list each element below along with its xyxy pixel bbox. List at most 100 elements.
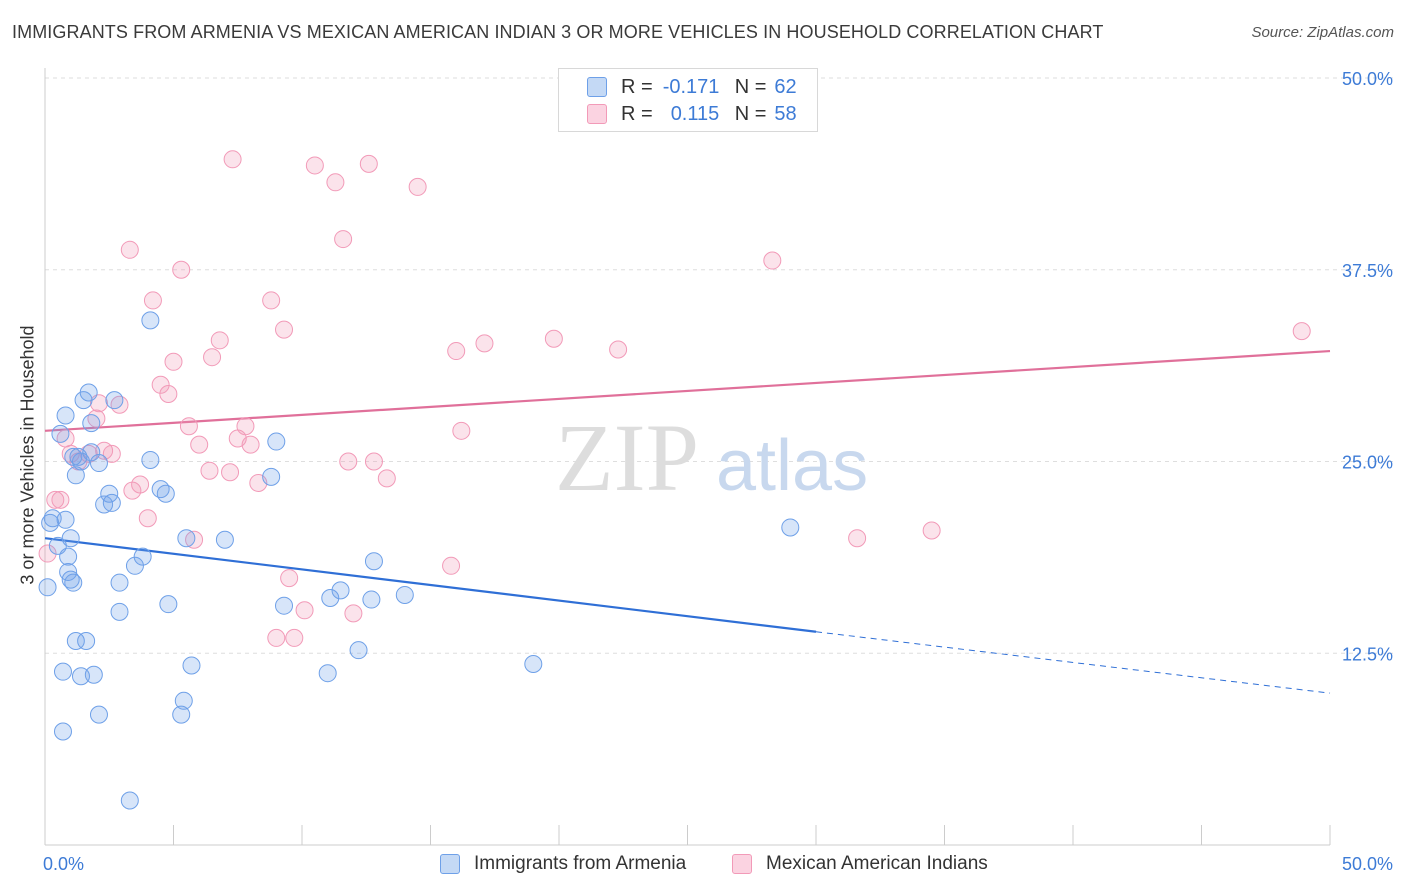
data-point <box>120 240 139 259</box>
data-point <box>71 667 90 686</box>
legend-swatch-mexican <box>732 854 752 874</box>
data-point <box>215 530 234 549</box>
watermark: ZIP atlas <box>555 404 868 511</box>
bottom-legend-mexican: Mexican American Indians <box>732 850 988 878</box>
data-point <box>174 691 193 710</box>
data-point <box>1292 322 1311 341</box>
legend-r-label: R = <box>621 102 653 125</box>
data-point <box>38 544 57 563</box>
data-point <box>133 547 152 566</box>
data-point <box>210 331 229 350</box>
data-point <box>77 631 96 650</box>
data-point <box>66 466 85 485</box>
data-point <box>364 552 383 571</box>
data-point <box>349 641 368 660</box>
data-point <box>331 581 350 600</box>
data-point <box>56 510 75 529</box>
bottom-legend-armenia: Immigrants from Armenia <box>440 850 686 878</box>
data-point <box>125 556 144 575</box>
data-point <box>241 435 260 454</box>
legend-r-label: R = <box>621 75 653 98</box>
watermark-atlas: atlas <box>716 426 868 506</box>
data-point <box>131 475 150 494</box>
data-point <box>61 570 80 589</box>
data-point <box>61 529 80 548</box>
data-point <box>172 260 191 279</box>
data-point <box>110 573 129 592</box>
data-point <box>280 569 299 588</box>
data-point <box>143 291 162 310</box>
data-point <box>159 385 178 404</box>
source-label: Source: ZipAtlas.com <box>1251 24 1394 41</box>
data-point <box>452 421 471 440</box>
data-point <box>138 509 157 528</box>
data-point <box>64 573 83 592</box>
data-point <box>609 340 628 359</box>
x-tick-label: 0.0% <box>43 854 84 874</box>
data-point <box>51 424 70 443</box>
data-point <box>182 656 201 675</box>
series-points <box>38 311 800 810</box>
axes <box>44 68 1331 846</box>
legend-row-mexican: R = 0.115 N = 58 <box>587 102 797 126</box>
data-point <box>262 291 281 310</box>
legend-n-value: 62 <box>774 75 797 98</box>
data-point <box>305 156 324 175</box>
data-point <box>203 348 222 367</box>
data-point <box>102 493 121 512</box>
data-point <box>185 530 204 549</box>
data-point <box>105 391 124 410</box>
data-point <box>179 417 198 436</box>
data-point <box>56 406 75 425</box>
data-points <box>38 150 1311 810</box>
chart-title: IMMIGRANTS FROM ARMENIA VS MEXICAN AMERI… <box>12 22 1104 42</box>
data-point <box>120 791 139 810</box>
legend-n-value: 58 <box>774 102 797 125</box>
legend-r-value: -0.171 <box>662 75 720 98</box>
data-point <box>38 578 57 597</box>
data-point <box>71 452 90 471</box>
data-point <box>41 513 60 532</box>
legend-swatch-mexican <box>587 104 607 124</box>
legend-swatch-armenia <box>587 77 607 97</box>
data-point <box>362 590 381 609</box>
data-point <box>524 654 543 673</box>
data-point <box>236 417 255 436</box>
x-tick-label: 50.0% <box>1342 854 1393 874</box>
data-point <box>156 484 175 503</box>
data-point <box>334 230 353 249</box>
trend-lines <box>44 349 1331 694</box>
data-point <box>51 490 70 509</box>
grid-lines <box>45 77 1395 654</box>
data-point <box>95 495 114 514</box>
data-point <box>46 490 65 509</box>
y-axis-label: 3 or more Vehicles in Household <box>17 325 38 585</box>
watermark-zip: ZIP <box>555 404 699 511</box>
data-point <box>262 467 281 486</box>
data-point <box>295 601 314 620</box>
data-point <box>544 329 563 348</box>
data-point <box>364 452 383 471</box>
data-point <box>475 334 494 353</box>
legend-n-label: N = <box>734 75 767 98</box>
trend-line <box>44 537 817 633</box>
legend-row-armenia: R = -0.171 N = 62 <box>587 75 797 99</box>
legend-label-mexican: Mexican American Indians <box>766 853 988 874</box>
data-point <box>848 529 867 548</box>
data-point <box>447 342 466 361</box>
data-point <box>190 435 209 454</box>
data-point <box>43 509 62 528</box>
data-point <box>344 604 363 623</box>
series-points <box>38 150 1311 647</box>
data-point <box>267 432 286 451</box>
data-point <box>339 452 358 471</box>
trend-line-extension <box>815 631 1331 694</box>
data-point <box>89 705 108 724</box>
data-point <box>110 602 129 621</box>
data-point <box>200 461 219 480</box>
data-point <box>321 589 340 608</box>
y-tick-label: 25.0% <box>1342 453 1393 473</box>
data-point <box>326 173 345 192</box>
data-point <box>221 463 240 482</box>
